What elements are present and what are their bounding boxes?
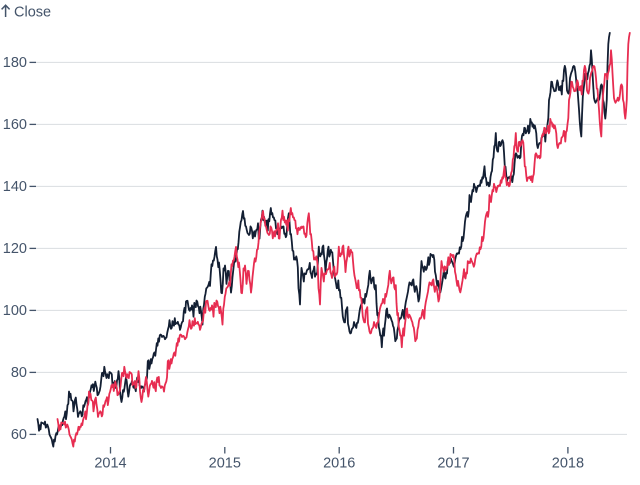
svg-text:120: 120 <box>3 241 27 257</box>
svg-text:Close: Close <box>14 5 51 21</box>
svg-text:2017: 2017 <box>437 456 469 472</box>
svg-text:2018: 2018 <box>552 456 584 472</box>
svg-text:100: 100 <box>3 303 27 319</box>
svg-text:180: 180 <box>3 55 27 71</box>
svg-text:60: 60 <box>11 427 27 443</box>
svg-text:160: 160 <box>3 117 27 133</box>
svg-text:80: 80 <box>11 365 27 381</box>
svg-text:2016: 2016 <box>323 456 355 472</box>
svg-text:2014: 2014 <box>94 456 126 472</box>
svg-text:2015: 2015 <box>209 456 241 472</box>
svg-text:140: 140 <box>3 179 27 195</box>
